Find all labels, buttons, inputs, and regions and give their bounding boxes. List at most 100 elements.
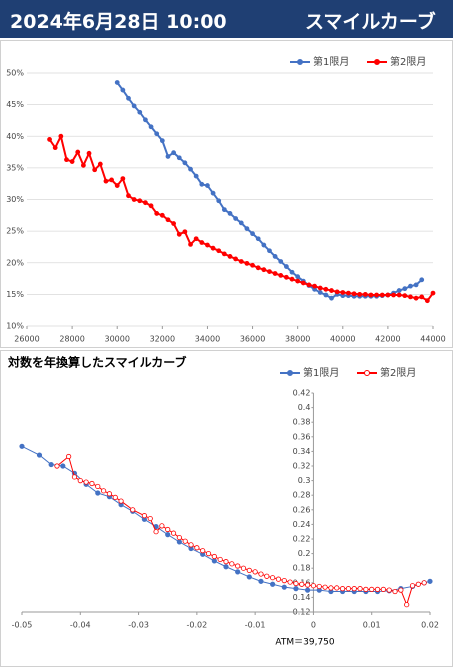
point — [295, 278, 301, 284]
point — [316, 583, 322, 590]
point — [75, 149, 81, 155]
point — [200, 548, 206, 554]
legend-label: 第2限月 — [390, 55, 426, 68]
point — [430, 290, 436, 296]
point — [109, 177, 114, 183]
chart-title: 対数を年換算したスマイルカーブ — [7, 355, 187, 370]
header: 2024年6月28日 10:00 スマイルカーブ — [0, 0, 453, 38]
x-tick-label: 36000 — [240, 335, 265, 344]
point — [223, 564, 229, 570]
legend-marker — [364, 370, 370, 376]
point — [409, 583, 416, 589]
point — [427, 578, 433, 584]
series-line — [21, 445, 431, 593]
point — [120, 87, 126, 93]
point — [130, 507, 136, 513]
y-tick-label: 0.28 — [293, 491, 311, 500]
point — [176, 534, 182, 541]
point — [306, 282, 312, 288]
point — [143, 117, 148, 123]
x-tick-label: 30000 — [104, 335, 129, 344]
point — [329, 295, 334, 301]
point — [258, 571, 264, 577]
point — [299, 581, 305, 587]
point — [188, 166, 193, 172]
point — [153, 529, 159, 535]
point — [217, 556, 223, 563]
point — [211, 558, 217, 564]
point — [114, 80, 120, 85]
point — [413, 282, 419, 288]
point — [101, 488, 107, 494]
point — [188, 242, 193, 247]
x-tick-label: 44000 — [420, 335, 445, 344]
x-tick-label: 26000 — [14, 335, 39, 344]
point — [182, 229, 188, 235]
x-tick-label: 40000 — [330, 335, 355, 344]
header-date: 2024年6月28日 10:00 — [10, 11, 227, 33]
point — [126, 193, 131, 199]
point — [272, 271, 278, 276]
point — [66, 453, 72, 460]
point — [64, 157, 69, 163]
point — [227, 211, 233, 216]
point — [216, 248, 222, 254]
point — [60, 463, 66, 469]
point — [244, 226, 250, 231]
point — [233, 256, 239, 262]
x-tick-label: -0.01 — [245, 621, 266, 630]
point — [415, 581, 421, 587]
point — [252, 569, 258, 575]
point — [250, 231, 255, 237]
point — [398, 587, 404, 593]
point — [223, 559, 229, 565]
point — [52, 145, 58, 151]
point — [126, 95, 131, 101]
point — [188, 542, 194, 548]
series-line — [116, 81, 423, 300]
point — [71, 474, 78, 480]
point — [345, 586, 351, 592]
point — [385, 292, 391, 298]
point — [317, 285, 323, 291]
point — [147, 515, 153, 522]
point — [368, 292, 374, 298]
point — [362, 291, 368, 297]
point — [334, 289, 340, 295]
point — [205, 551, 212, 557]
point — [258, 578, 264, 584]
y-tick-label: 0.22 — [293, 535, 311, 544]
x-tick-label: 0 — [311, 621, 316, 630]
point — [199, 181, 205, 187]
point — [396, 288, 402, 293]
point — [36, 452, 43, 458]
x-tick-label: 42000 — [375, 335, 400, 344]
point — [340, 290, 346, 295]
point — [357, 586, 363, 592]
point — [329, 288, 334, 293]
point — [404, 602, 410, 608]
legend-label: 第1限月 — [313, 55, 349, 68]
point — [267, 248, 272, 254]
point — [58, 133, 64, 139]
point — [304, 587, 311, 593]
point — [293, 586, 299, 592]
point — [137, 198, 143, 204]
point — [86, 150, 92, 156]
point — [408, 294, 413, 300]
y-tick-label: 0.38 — [293, 418, 311, 427]
point — [283, 274, 289, 280]
x-tick-label: 38000 — [285, 335, 310, 344]
point — [402, 293, 408, 299]
x-tick-label: -0.05 — [12, 621, 33, 630]
point — [419, 277, 425, 283]
point — [154, 131, 160, 137]
point — [261, 242, 267, 248]
point — [278, 259, 284, 264]
point — [312, 283, 317, 289]
point — [250, 262, 255, 268]
y-tick-label: 30% — [6, 195, 24, 204]
point — [165, 526, 171, 533]
point — [267, 269, 272, 275]
